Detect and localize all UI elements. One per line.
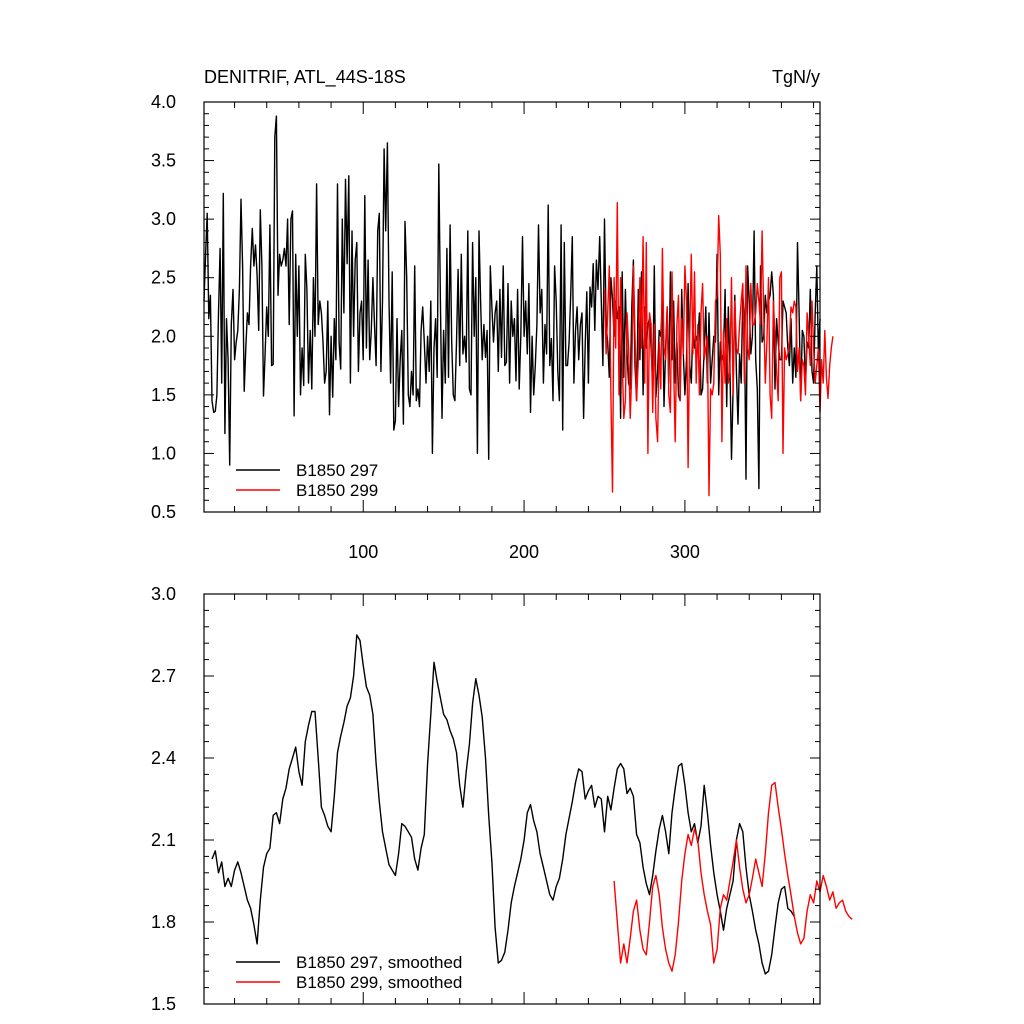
bottom-y-tick-label: 1.5 xyxy=(151,994,176,1014)
bottom-series-line-2 xyxy=(613,781,853,972)
top-y-tick-label: 2.5 xyxy=(151,268,176,288)
top-y-tick-label: 2.0 xyxy=(151,326,176,346)
top-y-tick-label: 3.5 xyxy=(151,151,176,171)
top-y-tick-label: 3.0 xyxy=(151,209,176,229)
bottom-y-tick-label: 1.8 xyxy=(151,912,176,932)
top-y-tick-label: 0.5 xyxy=(151,502,176,522)
top-legend-label-2: B1850 299 xyxy=(296,481,378,500)
chart-units: TgN/y xyxy=(772,67,820,87)
top-x-tick-label: 100 xyxy=(348,542,378,562)
bottom-legend-label-1: B1850 297, smoothed xyxy=(296,953,462,972)
top-x-tick-label: 200 xyxy=(509,542,539,562)
top-plot-panel: 0.5 1.0 1.5 2.0 2.5 3.0 3.5 4.0 100 200 300 B1850 … xyxy=(151,92,834,562)
bottom-plot-axis-ticks xyxy=(204,593,820,1005)
top-plot-tick-labels: 0.5 1.0 1.5 2.0 2.5 3.0 3.5 4.0 100 200 300 xyxy=(151,92,700,562)
bottom-y-tick-label: 2.4 xyxy=(151,748,176,768)
bottom-plot-series-lines xyxy=(211,634,853,975)
chart-title: DENITRIF, ATL_44S-18S xyxy=(204,67,406,88)
top-y-tick-label: 1.5 xyxy=(151,385,176,405)
bottom-plot-tick-labels: 1.5 1.8 2.1 2.4 2.7 3.0 xyxy=(151,584,176,1014)
top-series-line-2 xyxy=(603,201,834,497)
bottom-y-tick-label: 2.7 xyxy=(151,666,176,686)
bottom-y-tick-label: 3.0 xyxy=(151,584,176,604)
bottom-legend-label-2: B1850 299, smoothed xyxy=(296,973,462,992)
top-plot-axis-ticks xyxy=(204,101,820,513)
bottom-plot-panel: 1.5 1.8 2.1 2.4 2.7 3.0 B1850 297, smoothedB1… xyxy=(151,584,853,1014)
bottom-plot-frame xyxy=(203,593,821,1005)
top-plot-frame xyxy=(203,101,821,513)
top-plot-series-lines xyxy=(203,115,834,497)
bottom-series-line-1 xyxy=(211,634,795,975)
top-x-tick-label: 300 xyxy=(670,542,700,562)
top-y-tick-label: 1.0 xyxy=(151,443,176,463)
top-series-line-1 xyxy=(203,115,821,490)
bottom-y-tick-label: 2.1 xyxy=(151,830,176,850)
top-legend-label-1: B1850 297 xyxy=(296,461,378,480)
top-y-tick-label: 4.0 xyxy=(151,92,176,112)
